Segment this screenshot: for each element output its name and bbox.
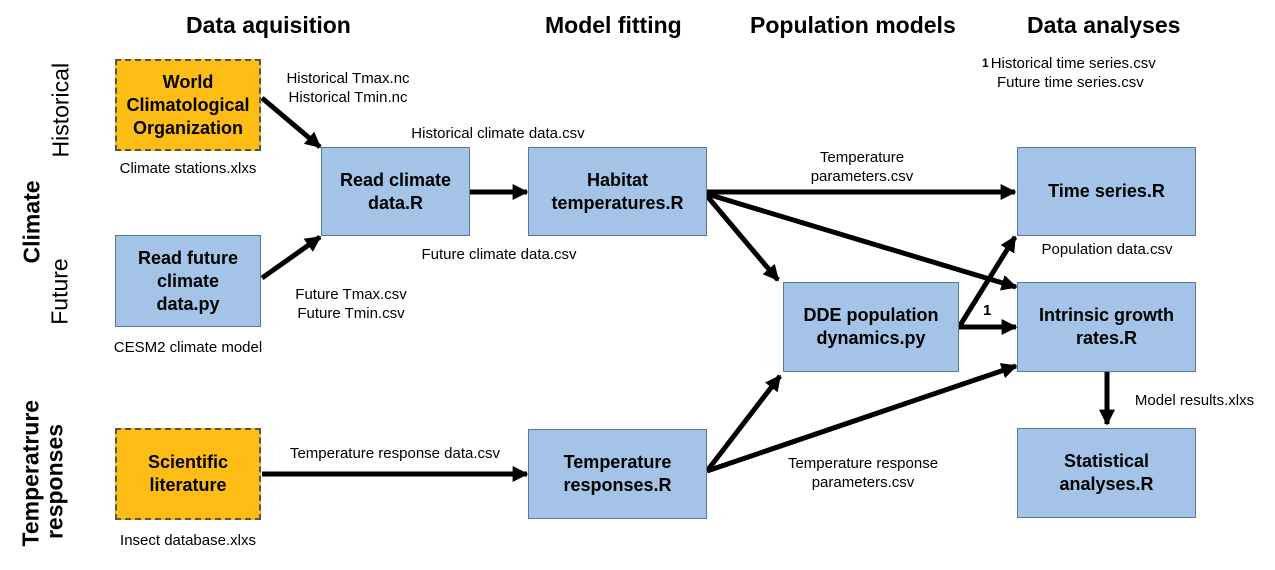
label-arrow-marker: 1 [983,302,992,319]
box-world-climatological-organization: World Climatological Organization [115,59,261,151]
arrow-future-to-read-climate [260,234,322,281]
label-cesm2: CESM2 climate model [113,339,263,356]
label-temperature-response-data: Temperature response data.csv [289,445,501,462]
label-temperature-parameters: Temperature parameters.csv [810,149,914,185]
arrow-habitat-to-dde [705,194,780,282]
header-data-acquisition: Data aquisition [186,12,351,38]
box-time-series: Time series.R [1017,147,1196,236]
box-temperature-responses: Temperature responses.R [528,429,707,519]
label-climate-stations: Climate stations.xlxs [119,160,257,177]
label-future-csv: Future Tmax.csv Future Tmin.csv [295,286,407,322]
header-data-analyses: Data analyses [1027,12,1181,38]
arrow-temp-resp-to-dde [705,374,782,473]
header-model-fitting: Model fitting [545,12,682,38]
arrow-wco-to-read-climate [260,96,322,149]
box-read-future-climate: Read future climate data.py [115,235,261,327]
label-insect-database: Insect database.xlxs [120,532,256,549]
box-statistical-analyses: Statistical analyses.R [1017,428,1196,518]
label-future-climate-csv: Future climate data.csv [421,246,577,263]
box-read-climate-data: Read climate data.R [321,147,470,236]
label-historical-climate-csv: Historical climate data.csv [411,125,585,142]
box-intrinsic-growth-rates: Intrinsic growth rates.R [1017,282,1196,372]
arrow-temp-resp-to-growth [706,363,1018,474]
label-model-results: Model results.xlxs [1134,392,1255,409]
box-scientific-literature: Scientific literature [115,428,261,520]
box-habitat-temperatures: Habitat temperatures.R [528,147,707,236]
arrow-habitat-to-growth [706,191,1018,291]
header-population-models: Population models [750,12,956,38]
box-dde-population-dynamics: DDE population dynamics.py [783,282,959,372]
label-note-time-series: 1 Historical time series.csv Future time … [982,55,1156,91]
arrow-dde-to-time-series [956,235,1018,329]
label-historical-nc: Historical Tmax.nc Historical Tmin.nc [286,70,410,106]
label-population-data: Population data.csv [1041,241,1173,258]
label-temperature-response-parameters: Temperature response parameters.csv [787,455,939,491]
